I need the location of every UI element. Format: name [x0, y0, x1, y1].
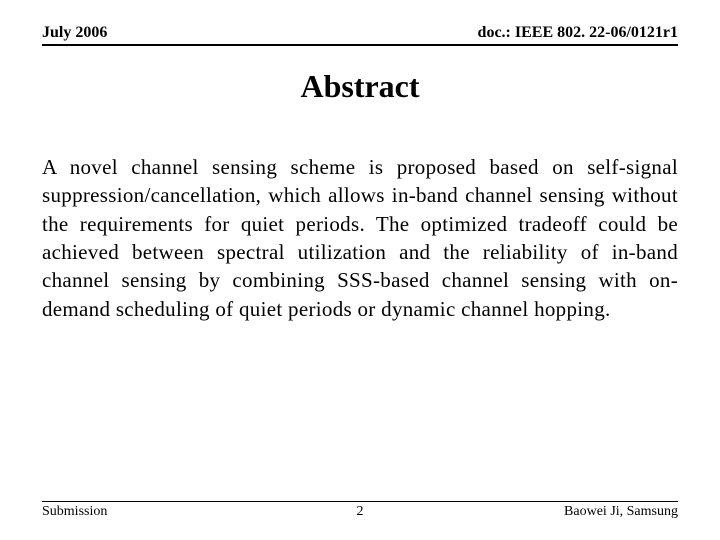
slide-page: July 2006 doc.: IEEE 802. 22-06/0121r1 A… [0, 0, 720, 540]
footer: Submission 2 Baowei Ji, Samsung [42, 501, 678, 520]
footer-author: Baowei Ji, Samsung [466, 504, 678, 520]
footer-row: Submission 2 Baowei Ji, Samsung [42, 504, 678, 520]
page-title: Abstract [42, 68, 678, 105]
header-doc-id: doc.: IEEE 802. 22-06/0121r1 [478, 24, 678, 42]
header-date: July 2006 [42, 24, 107, 42]
footer-page-number: 2 [254, 504, 466, 520]
abstract-body: A novel channel sensing scheme is propos… [42, 153, 678, 323]
footer-rule [42, 501, 678, 502]
header: July 2006 doc.: IEEE 802. 22-06/0121r1 [42, 24, 678, 46]
footer-left: Submission [42, 504, 254, 520]
